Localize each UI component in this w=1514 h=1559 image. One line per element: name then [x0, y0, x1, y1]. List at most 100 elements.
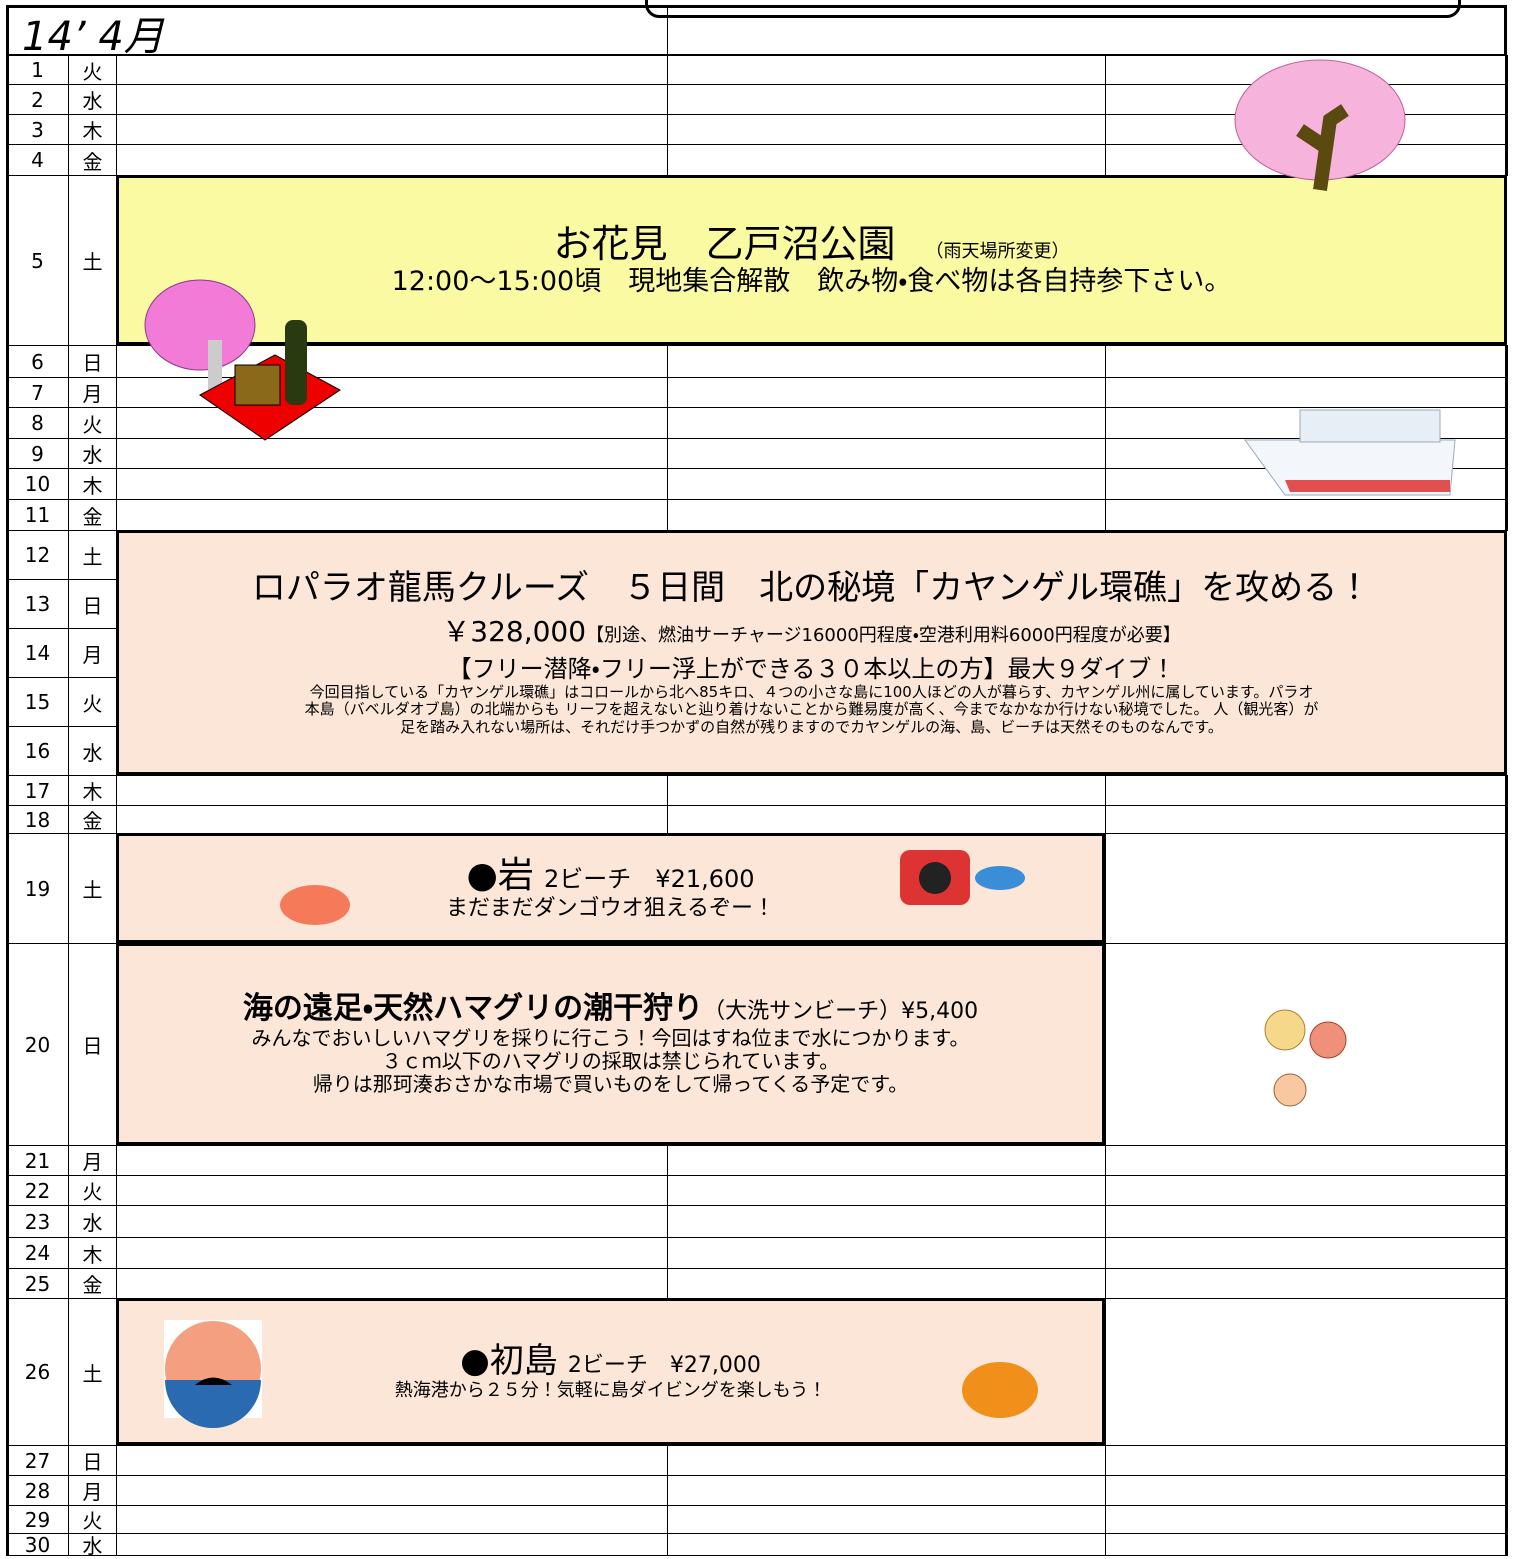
day-number: 12 — [24, 543, 51, 567]
day-number: 22 — [24, 1178, 51, 1203]
day-number: 24 — [24, 1241, 51, 1265]
cell — [1105, 438, 1508, 469]
weekday: 火 — [82, 59, 103, 84]
event-line: 足を踏み入れない場所は、それだけ手つかずの自然が残りますのでカヤンゲルの海、島、… — [400, 717, 1223, 736]
weekday: 土 — [82, 250, 103, 274]
cell — [667, 407, 1106, 439]
cell — [667, 345, 1106, 378]
event-line: まだまだダンゴウオ狙えるぞー！ — [446, 896, 775, 922]
cell — [667, 1533, 1106, 1556]
cell — [667, 1175, 1106, 1206]
cell — [1105, 1237, 1508, 1269]
cell — [1105, 943, 1508, 1146]
cell — [1105, 1505, 1508, 1534]
header-title: 14’ 4月 — [22, 14, 164, 60]
cell — [116, 805, 668, 834]
event-box: お花見 乙戸沼公園 （雨天場所変更） 12:00～15:00頃 現地集合解散 飲み… — [116, 175, 1507, 345]
weekday: 月 — [82, 1480, 103, 1504]
cell — [1105, 1298, 1508, 1446]
cell — [667, 775, 1106, 806]
event-box: ●岩 2ビーチ ¥21,600 まだまだダンゴウオ狙えるぞー！ — [116, 833, 1105, 943]
day-number: 14 — [24, 641, 51, 665]
cell — [1105, 114, 1508, 145]
day-number: 1 — [31, 58, 44, 82]
cell — [667, 84, 1106, 115]
day-number: 10 — [24, 472, 51, 496]
day-number: 30 — [24, 1532, 51, 1557]
day-number: 20 — [24, 1032, 51, 1057]
cell — [1105, 1268, 1508, 1299]
cell — [116, 1145, 668, 1176]
cell — [667, 114, 1106, 145]
event-title-line: 海の遠足・天然ハマグリの潮干狩り（大洗サンビーチ）¥5,400 — [243, 992, 978, 1027]
day-number: 17 — [24, 778, 51, 803]
cell — [1105, 499, 1508, 531]
day-number: 6 — [31, 349, 44, 374]
cell — [667, 1145, 1106, 1176]
cell — [116, 1175, 668, 1206]
cell — [1105, 377, 1508, 408]
cell — [1105, 1175, 1508, 1206]
event-line: 12:00～15:00頃 現地集合解散 飲み物・食べ物は各自持参下さい。 — [391, 266, 1232, 298]
cell — [116, 144, 668, 176]
event-box: ロパラオ龍馬クルーズ ５日間 北の秘境「カヤンゲル環礁」を攻める！ ￥328,0… — [116, 530, 1507, 775]
cell — [1105, 1445, 1508, 1476]
cell — [1105, 55, 1508, 85]
weekday: 月 — [82, 642, 103, 667]
weekday: 木 — [82, 473, 103, 498]
cell — [667, 1205, 1106, 1238]
weekday: 土 — [82, 544, 103, 569]
event-title: ●岩 — [466, 854, 534, 896]
day-number: 7 — [31, 380, 44, 405]
cell — [667, 1505, 1106, 1534]
weekday: 日 — [82, 351, 103, 375]
weekday: 火 — [82, 412, 103, 437]
weekday: 木 — [82, 1242, 103, 1267]
event-title: 海の遠足・天然ハマグリの潮干狩り — [242, 991, 704, 1027]
weekday: 月 — [82, 382, 103, 406]
cell — [667, 1237, 1106, 1269]
cell — [1105, 468, 1508, 500]
day-number: 4 — [31, 148, 44, 172]
day-number: 9 — [31, 441, 44, 466]
event-note: 2ビーチ ¥27,000 — [567, 1352, 761, 1378]
day-number: 28 — [24, 1478, 51, 1503]
cell — [116, 1505, 668, 1534]
cell — [667, 55, 1106, 85]
weekday: 水 — [82, 443, 103, 467]
cell — [116, 775, 668, 806]
cell — [667, 468, 1106, 500]
weekday: 日 — [82, 1450, 103, 1474]
day-number: 16 — [24, 739, 51, 763]
event-title-line: ●岩 2ビーチ ¥21,600 — [466, 855, 754, 896]
cell — [1105, 805, 1508, 834]
event-line: ３ｃｍ以下のハマグリの採取は禁じられています。 — [381, 1048, 840, 1073]
cell — [116, 438, 668, 469]
cell — [1105, 345, 1508, 378]
day-number: 2 — [31, 87, 44, 112]
day-number: 5 — [31, 248, 44, 273]
cell — [667, 499, 1106, 531]
cell — [116, 1475, 668, 1506]
weekday: 日 — [82, 593, 103, 618]
cell — [116, 84, 668, 115]
cell — [116, 1533, 668, 1556]
weekday: 金 — [82, 809, 103, 833]
weekday: 土 — [82, 1361, 103, 1386]
day-number: 21 — [24, 1148, 51, 1173]
cell — [116, 1237, 668, 1269]
cell — [116, 1445, 668, 1476]
day-number: 3 — [31, 117, 44, 142]
weekday: 水 — [82, 89, 103, 113]
cell — [116, 55, 668, 85]
cell — [116, 1205, 668, 1238]
cell — [116, 377, 668, 408]
weekday: 土 — [82, 878, 103, 902]
day-number: 13 — [24, 592, 51, 616]
event-title: ロパラオ龍馬クルーズ ５日間 北の秘境「カヤンゲル環礁」を攻める！ — [251, 568, 1372, 609]
weekday: 火 — [82, 691, 103, 716]
day-number: 19 — [24, 876, 51, 901]
weekday: 木 — [82, 780, 103, 804]
cell — [667, 1475, 1106, 1506]
cell — [116, 468, 668, 500]
